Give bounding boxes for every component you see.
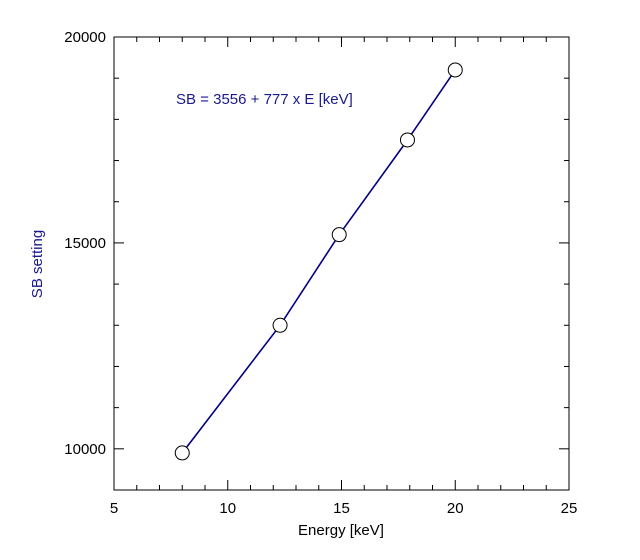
data-point bbox=[331, 227, 347, 243]
x-tick-label: 25 bbox=[561, 500, 578, 517]
y-tick-label: 15000 bbox=[64, 235, 106, 252]
fit-line-group bbox=[181, 69, 456, 454]
data-point bbox=[447, 62, 463, 78]
fit-equation-annotation: SB = 3556 + 777 x E [keV] bbox=[176, 91, 353, 108]
data-point bbox=[399, 132, 415, 148]
x-tick-label: 20 bbox=[447, 500, 464, 517]
x-tick-label: 5 bbox=[110, 500, 118, 517]
data-point bbox=[174, 445, 190, 461]
x-tick-label: 10 bbox=[219, 500, 236, 517]
x-tick-label: 15 bbox=[333, 500, 350, 517]
axis-ticks bbox=[113, 36, 570, 491]
axis-tick-labels: 5 10 15 20 25 10000 15000 20000 bbox=[64, 29, 577, 517]
fit-line bbox=[181, 69, 456, 454]
x-axis-label: Energy [keV] bbox=[298, 522, 384, 539]
y-tick-label: 20000 bbox=[64, 29, 106, 46]
y-axis-label: SB setting bbox=[29, 230, 46, 298]
data-points bbox=[174, 62, 463, 461]
data-point bbox=[272, 317, 288, 333]
y-tick-label: 10000 bbox=[64, 441, 106, 458]
